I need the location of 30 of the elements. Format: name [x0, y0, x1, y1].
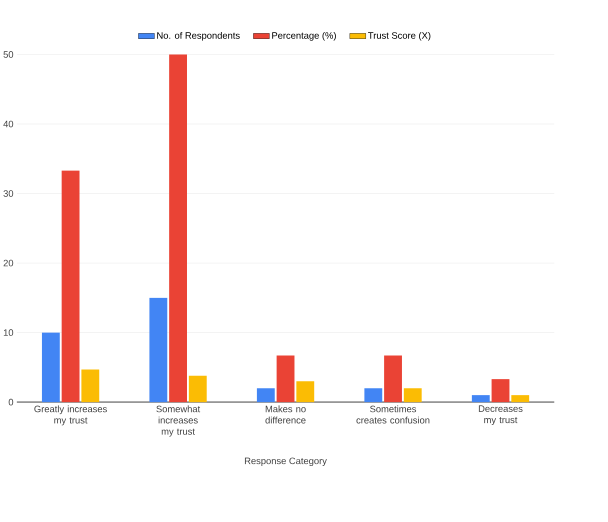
- bar: [511, 394, 530, 402]
- bar: [296, 381, 314, 402]
- y-tick-label: 10: [4, 329, 14, 336]
- bar: [149, 298, 168, 402]
- bar: [169, 54, 187, 402]
- bar: [256, 388, 275, 402]
- bar: [384, 355, 402, 402]
- x-tick-label: Makes no difference: [265, 405, 306, 424]
- legend-label: No. of Respondents: [157, 32, 240, 40]
- legend-label: Trust Score (X): [368, 32, 430, 40]
- bar: [42, 332, 60, 402]
- bar: [188, 376, 207, 402]
- x-tick-label: Decreases my trust: [478, 405, 523, 425]
- bar: [404, 388, 422, 402]
- x-tick-label: Sometimes creates confusion: [356, 405, 430, 424]
- bar: [81, 369, 100, 402]
- x-tick-label: Greatly increases my trust: [34, 405, 107, 426]
- bar: [276, 355, 294, 402]
- legend-label: Percentage (%): [272, 32, 336, 40]
- y-tick-label: 40: [3, 120, 14, 128]
- y-tick-label: 20: [4, 260, 14, 266]
- x-axis-title: Response Category: [244, 457, 327, 466]
- bar: [364, 388, 382, 402]
- y-tick-label: 50: [4, 50, 14, 58]
- bar: [472, 394, 490, 402]
- x-tick-label: Somewhat increases my trust: [156, 405, 200, 436]
- bar: [62, 170, 80, 402]
- bar: [492, 378, 510, 402]
- y-tick-label: 30: [3, 190, 14, 197]
- y-tick-label: 0: [8, 398, 14, 406]
